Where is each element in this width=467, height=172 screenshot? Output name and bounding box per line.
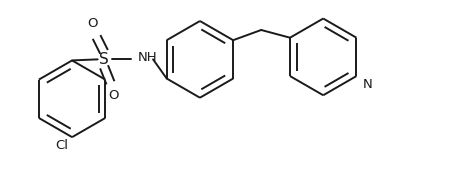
- Text: NH: NH: [138, 51, 158, 64]
- Text: O: O: [87, 17, 98, 30]
- Text: O: O: [108, 89, 119, 102]
- Text: Cl: Cl: [55, 139, 68, 152]
- Text: S: S: [99, 52, 109, 67]
- Text: N: N: [363, 78, 373, 91]
